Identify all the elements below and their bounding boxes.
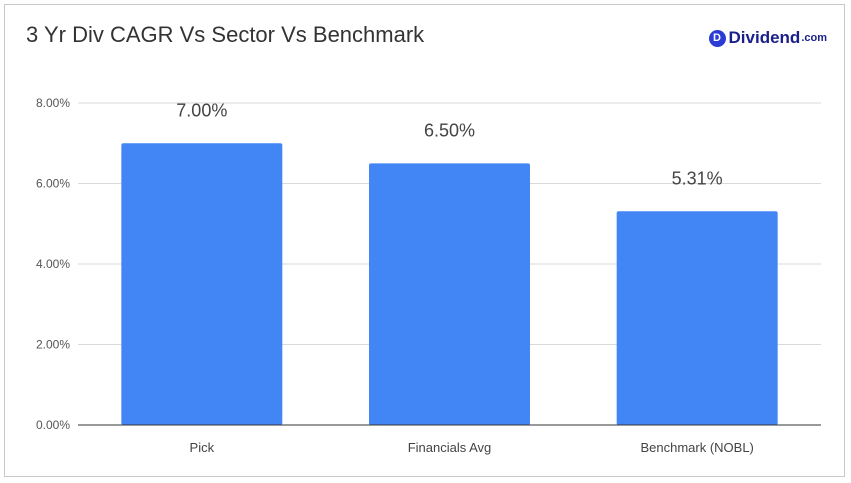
bar	[369, 163, 530, 425]
y-tick-label: 2.00%	[36, 338, 70, 352]
x-tick-label: Pick	[190, 440, 215, 455]
x-tick-label: Benchmark (NOBL)	[640, 440, 753, 455]
y-tick-label: 6.00%	[36, 177, 70, 191]
bar	[616, 211, 778, 425]
data-label: 6.50%	[424, 120, 475, 140]
y-tick-label: 0.00%	[36, 418, 70, 432]
x-tick-label: Financials Avg	[408, 440, 492, 455]
y-tick-label: 8.00%	[36, 96, 70, 110]
logo-word: Dividend	[728, 28, 801, 47]
chart-title: 3 Yr Div CAGR Vs Sector Vs Benchmark	[26, 22, 425, 47]
dividend-logo: D Dividend .com	[708, 28, 827, 48]
bar	[121, 143, 283, 425]
y-tick-label: 4.00%	[36, 257, 70, 271]
data-label: 7.00%	[176, 100, 227, 120]
logo-tld: .com	[801, 32, 827, 44]
data-label: 5.31%	[672, 168, 723, 188]
dividend-logo-icon: D	[708, 29, 726, 47]
